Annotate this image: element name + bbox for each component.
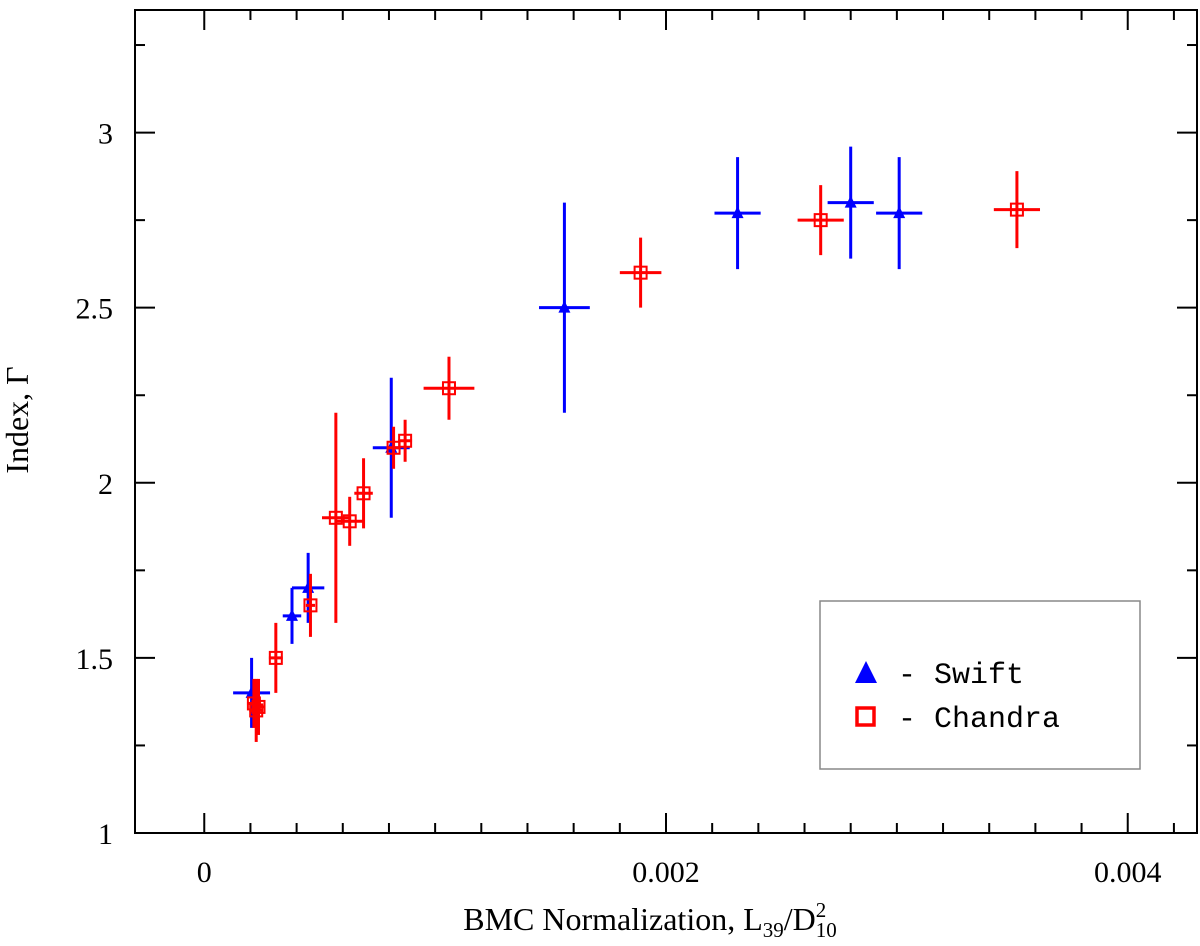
data-series <box>233 146 1041 742</box>
data-point-chandra <box>322 412 350 623</box>
x-axis-title-sub1: 39 <box>763 918 784 942</box>
data-point-chandra <box>335 496 364 546</box>
square-marker <box>633 265 648 280</box>
series-chandra <box>246 171 1041 742</box>
data-point-swift <box>876 157 923 270</box>
data-point-chandra <box>268 622 283 693</box>
square-marker <box>328 510 343 525</box>
y-axis-title: Index, Γ <box>0 366 35 473</box>
data-point-chandra <box>303 573 318 637</box>
data-point-swift <box>827 146 874 259</box>
data-point-chandra <box>386 426 401 469</box>
data-point-swift <box>714 157 761 270</box>
legend-chandra-marker <box>855 706 876 727</box>
x-tick-label: 0 <box>197 856 212 889</box>
square-marker <box>441 381 456 396</box>
square-marker <box>386 440 401 455</box>
y-tick-label: 2.5 <box>76 293 114 326</box>
x-tick-label: 0.002 <box>632 856 700 889</box>
square-marker <box>249 703 264 718</box>
square-marker <box>251 699 266 714</box>
y-tick-label: 2 <box>98 468 113 501</box>
legend-swift-label: - Swift <box>898 659 1024 693</box>
y-tick-label: 1.5 <box>76 643 114 676</box>
data-point-swift <box>233 657 271 728</box>
square-marker <box>398 433 413 448</box>
triangle-marker <box>558 300 571 313</box>
axis-ticks <box>135 10 1197 834</box>
x-tick-label: 0.004 <box>1094 856 1162 889</box>
square-marker <box>813 213 828 228</box>
data-point-chandra <box>797 185 844 256</box>
data-point-chandra <box>619 237 662 308</box>
triangle-marker <box>285 608 298 621</box>
legend-swift-marker <box>855 661 877 683</box>
square-marker <box>342 514 357 529</box>
data-point-swift <box>282 587 302 644</box>
triangle-marker <box>731 206 744 219</box>
triangle-marker <box>844 195 857 208</box>
triangle-marker <box>893 206 906 219</box>
square-marker <box>1009 202 1024 217</box>
square-marker <box>303 598 318 613</box>
y-tick-label: 3 <box>98 118 113 151</box>
axis-tick-labels: 0 0.002 0.004 1 1.5 2 2.5 3 <box>76 118 1162 889</box>
data-point-swift <box>539 202 590 413</box>
legend-box <box>819 600 1141 770</box>
data-point-swift <box>291 552 325 623</box>
data-point-chandra <box>354 458 373 529</box>
x-axis-title-slash: /D <box>784 901 816 937</box>
x-axis-title-prefix: BMC Normalization, L <box>463 901 763 937</box>
x-axis-title: BMC Normalization, L39/D102 <box>463 898 837 942</box>
legend-chandra-label: - Chandra <box>898 703 1060 737</box>
data-point-chandra <box>993 171 1041 249</box>
square-marker <box>268 650 283 665</box>
data-point-chandra <box>423 356 475 420</box>
data-point-chandra <box>398 419 413 462</box>
square-marker <box>356 486 371 501</box>
x-axis-title-sup2: 2 <box>816 898 827 922</box>
legend: - Swift - Chandra <box>819 600 1141 770</box>
data-point-chandra <box>251 678 266 735</box>
x-axis-title-sub2: 10 <box>816 918 837 942</box>
y-tick-label: 1 <box>98 818 113 851</box>
